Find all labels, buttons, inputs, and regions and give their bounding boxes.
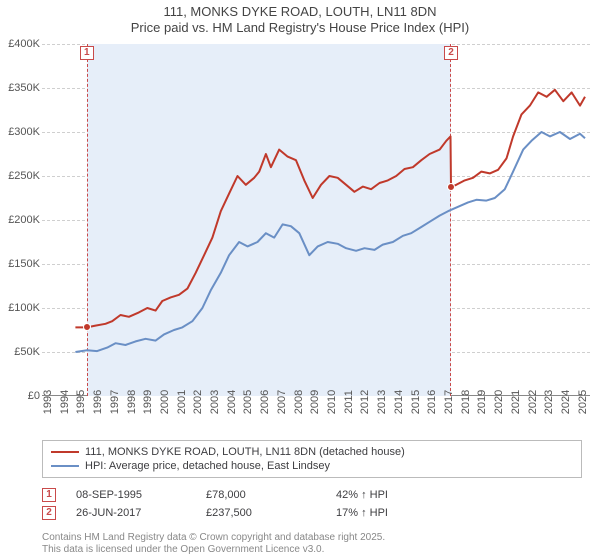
x-tick-label: 2023 (543, 390, 555, 414)
y-tick-label: £100K (0, 302, 40, 314)
chart-lines (42, 44, 590, 396)
x-tick-label: 2007 (276, 390, 288, 414)
x-tick-label: 2008 (293, 390, 305, 414)
legend-swatch (51, 465, 79, 467)
y-tick-label: £350K (0, 82, 40, 94)
x-tick-label: 2009 (309, 390, 321, 414)
x-tick-label: 2018 (460, 390, 472, 414)
x-tick-label: 2000 (159, 390, 171, 414)
y-tick-label: £150K (0, 258, 40, 270)
x-tick-label: 2025 (577, 390, 589, 414)
x-tick-label: 1999 (142, 390, 154, 414)
legend-item: HPI: Average price, detached house, East… (51, 459, 573, 473)
x-tick-label: 2017 (443, 390, 455, 414)
sales-table: 1 08-SEP-1995 £78,000 42% ↑ HPI 2 26-JUN… (42, 486, 582, 522)
x-tick-label: 2015 (410, 390, 422, 414)
y-tick-label: £50K (0, 346, 40, 358)
x-tick-label: 2005 (242, 390, 254, 414)
chart-container: 111, MONKS DYKE ROAD, LOUTH, LN11 8DN Pr… (0, 0, 600, 560)
x-tick-label: 1998 (126, 390, 138, 414)
sale-date: 08-SEP-1995 (76, 489, 186, 501)
x-tick-label: 2004 (226, 390, 238, 414)
x-tick-label: 2024 (560, 390, 572, 414)
x-tick-label: 1993 (42, 390, 54, 414)
sale-number-box: 1 (42, 488, 56, 502)
legend-label: 111, MONKS DYKE ROAD, LOUTH, LN11 8DN (d… (85, 446, 405, 458)
y-tick-label: £200K (0, 214, 40, 226)
x-tick-label: 2010 (326, 390, 338, 414)
sale-marker-box: 1 (80, 46, 94, 60)
legend-item: 111, MONKS DYKE ROAD, LOUTH, LN11 8DN (d… (51, 445, 573, 459)
x-tick-label: 2002 (192, 390, 204, 414)
sale-price: £237,500 (206, 507, 316, 519)
table-row: 1 08-SEP-1995 £78,000 42% ↑ HPI (42, 486, 582, 504)
x-tick-label: 2013 (376, 390, 388, 414)
x-tick-label: 2003 (209, 390, 221, 414)
legend: 111, MONKS DYKE ROAD, LOUTH, LN11 8DN (d… (42, 440, 582, 478)
x-tick-label: 2022 (527, 390, 539, 414)
attribution-line: This data is licensed under the Open Gov… (42, 544, 582, 556)
x-tick-label: 2012 (359, 390, 371, 414)
sale-marker-box: 2 (444, 46, 458, 60)
attribution-line: Contains HM Land Registry data © Crown c… (42, 532, 582, 544)
x-tick-label: 1996 (92, 390, 104, 414)
y-tick-label: £400K (0, 38, 40, 50)
x-tick-label: 2014 (393, 390, 405, 414)
series-property (75, 90, 585, 328)
x-tick-label: 2019 (476, 390, 488, 414)
x-tick-label: 2016 (426, 390, 438, 414)
table-row: 2 26-JUN-2017 £237,500 17% ↑ HPI (42, 504, 582, 522)
series-hpi (75, 132, 585, 352)
attribution: Contains HM Land Registry data © Crown c… (42, 532, 582, 556)
sale-delta: 42% ↑ HPI (336, 489, 446, 501)
legend-swatch (51, 451, 79, 453)
legend-label: HPI: Average price, detached house, East… (85, 460, 330, 472)
x-tick-label: 2001 (176, 390, 188, 414)
sale-price: £78,000 (206, 489, 316, 501)
x-tick-label: 1997 (109, 390, 121, 414)
plot-area: 12 (42, 44, 590, 396)
y-tick-label: £250K (0, 170, 40, 182)
title-line-2: Price paid vs. HM Land Registry's House … (0, 20, 600, 36)
x-tick-label: 1994 (59, 390, 71, 414)
y-tick-label: £300K (0, 126, 40, 138)
sale-marker-point (447, 183, 455, 191)
x-tick-label: 1995 (75, 390, 87, 414)
title-line-1: 111, MONKS DYKE ROAD, LOUTH, LN11 8DN (0, 4, 600, 20)
sale-delta: 17% ↑ HPI (336, 507, 446, 519)
sale-marker-point (83, 323, 91, 331)
sale-number-box: 2 (42, 506, 56, 520)
x-tick-label: 2020 (493, 390, 505, 414)
x-tick-label: 2021 (510, 390, 522, 414)
x-tick-label: 2011 (343, 390, 355, 414)
y-tick-label: £0 (0, 390, 40, 402)
sale-date: 26-JUN-2017 (76, 507, 186, 519)
chart-title: 111, MONKS DYKE ROAD, LOUTH, LN11 8DN Pr… (0, 4, 600, 37)
x-tick-label: 2006 (259, 390, 271, 414)
